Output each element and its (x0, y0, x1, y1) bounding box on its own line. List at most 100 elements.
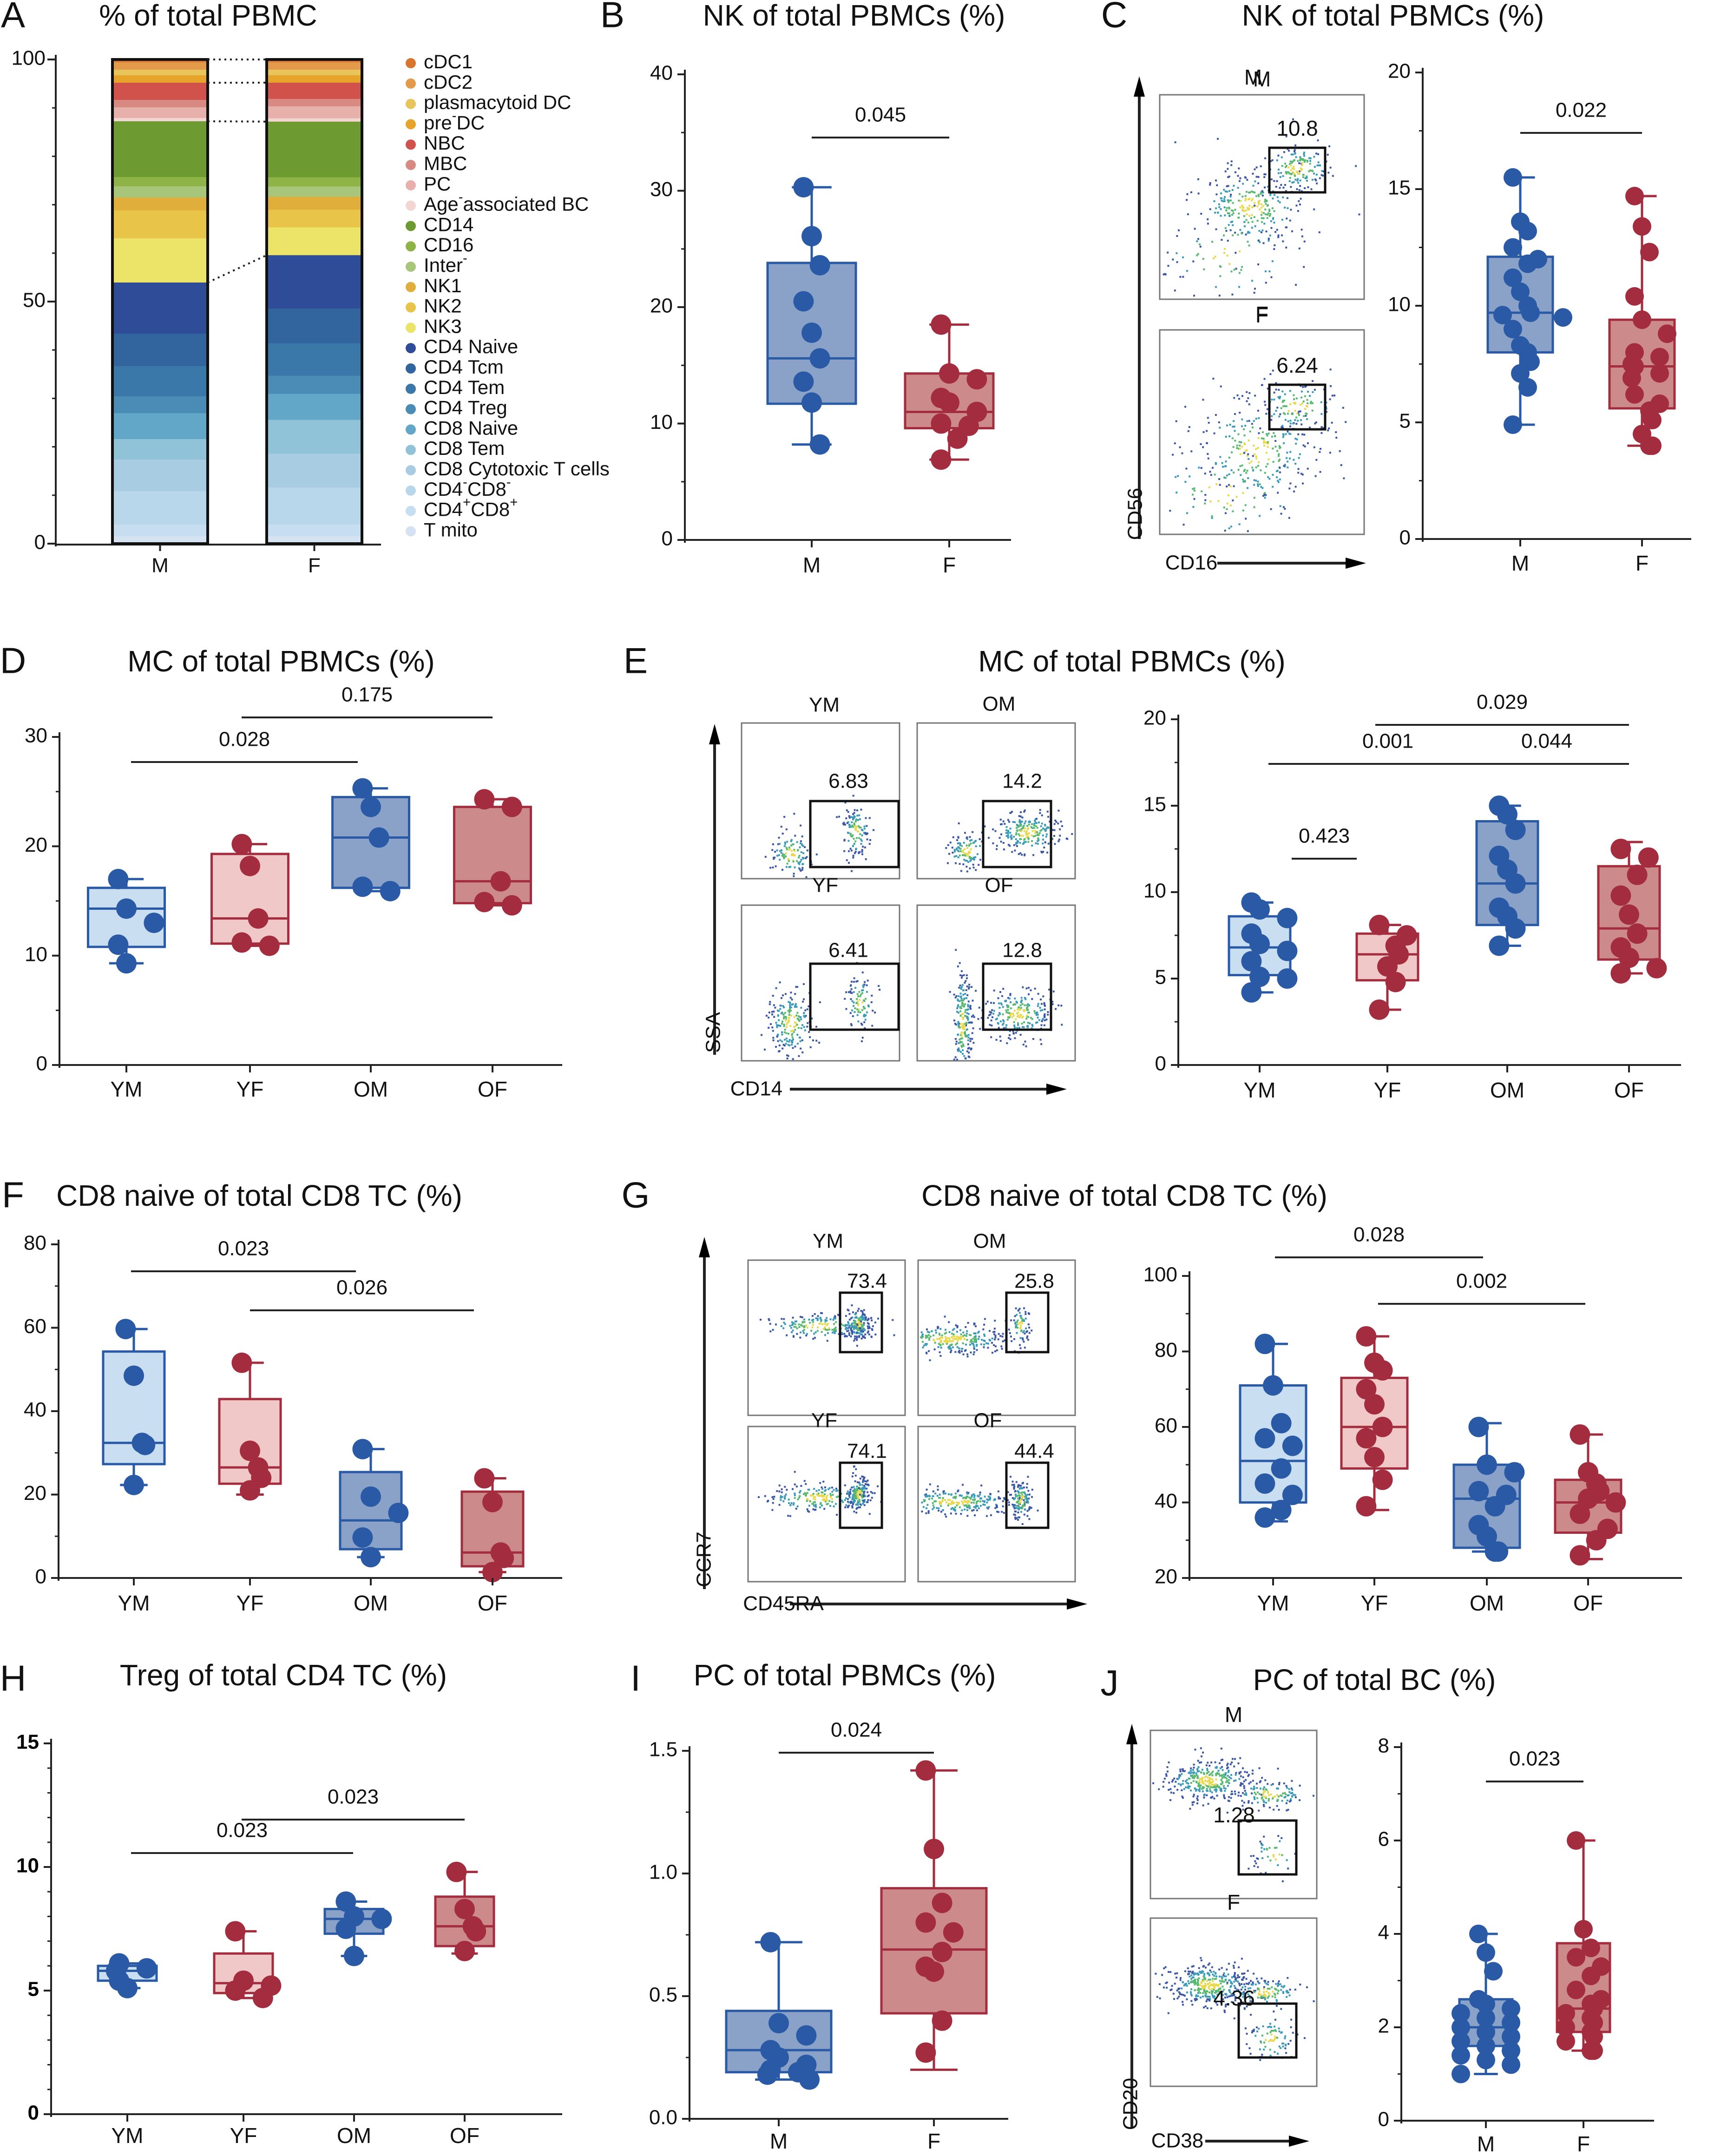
flow-dot (1302, 444, 1305, 447)
flow-dot (861, 971, 864, 973)
flow-dot (1016, 1321, 1018, 1323)
flow-dot (1226, 255, 1228, 257)
flow-dot (1215, 463, 1217, 465)
flow-dot (970, 1339, 972, 1341)
flow-dot (1278, 1795, 1280, 1798)
flow-dot (1024, 827, 1026, 829)
flow-dot (801, 1321, 804, 1324)
flow-dot (1177, 1783, 1180, 1785)
flow-dot (1213, 432, 1215, 434)
flow-dot (786, 1040, 788, 1042)
flow-dot (853, 1001, 855, 1004)
flow-dot (1223, 476, 1226, 479)
legend-label: NK2 (424, 295, 462, 317)
flow-dot (997, 997, 999, 999)
flow-dot (1295, 423, 1298, 425)
flow-dot (1019, 1347, 1022, 1349)
flow-dot (966, 1353, 969, 1355)
flow-e-yf-gate: 6.41 (828, 939, 868, 962)
flow-dot (1275, 382, 1277, 384)
flow-dot (808, 1318, 810, 1321)
flow-dot (855, 1508, 858, 1510)
flow-dot (1228, 1776, 1231, 1778)
flow-dot (1247, 221, 1249, 223)
flow-dot (970, 1008, 972, 1010)
flow-dot (1040, 1003, 1043, 1005)
legend-dot (406, 383, 416, 394)
flow-dot (856, 1332, 858, 1334)
flow-dot (1271, 207, 1274, 210)
flow-dot (874, 1334, 877, 1335)
flow-dot (799, 861, 801, 863)
flow-dot (1233, 184, 1235, 187)
flow-dot (1007, 997, 1009, 999)
flow-dot (780, 826, 782, 828)
data-point (1504, 268, 1522, 287)
flow-dot (1255, 1782, 1258, 1785)
flow-dot (1018, 1506, 1020, 1509)
flow-dot (993, 1010, 995, 1012)
flow-dot (1278, 460, 1280, 462)
flow-dot (926, 1504, 929, 1506)
flow-dot (1332, 175, 1334, 177)
flow-dot (1301, 168, 1303, 171)
flow-dot (790, 992, 792, 994)
flow-dot (1294, 149, 1296, 151)
flow-dot (1343, 477, 1345, 480)
flow-dot (1016, 845, 1018, 847)
flow-dot (863, 1013, 866, 1016)
flow-e-y-label: SSA (702, 1012, 725, 1053)
flow-dot (1028, 986, 1030, 989)
flow-dot (855, 1512, 858, 1514)
flow-dot (1216, 1794, 1218, 1797)
flow-dot (1257, 437, 1260, 439)
flow-dot (1268, 270, 1271, 273)
flow-dot (936, 1507, 938, 1509)
flow-dot (1293, 150, 1295, 152)
flow-dot (864, 1333, 867, 1335)
flow-dot (862, 986, 865, 988)
flow-dot (808, 1511, 810, 1513)
flow-dot (860, 843, 862, 845)
flow-dot (1019, 1501, 1021, 1504)
flow-dot (1261, 194, 1264, 197)
flow-dot (1288, 517, 1290, 519)
flow-dot (1166, 1770, 1169, 1773)
flow-dot (1256, 1797, 1258, 1799)
flow-dot (1048, 988, 1050, 991)
flow-dot (851, 992, 853, 994)
flow-dot (1309, 427, 1311, 429)
flow-dot (1017, 824, 1018, 827)
flow-dot (1239, 206, 1241, 209)
flow-dot (987, 1495, 990, 1498)
flow-dot (867, 1501, 869, 1503)
flow-dot (1015, 1481, 1018, 1483)
flow-dot (1028, 1493, 1031, 1496)
flow-dot (1281, 1837, 1283, 1839)
flow-dot (769, 1323, 771, 1325)
flow-dot (1265, 230, 1268, 233)
flow-dot (854, 1500, 856, 1502)
flow-dot (1026, 1483, 1028, 1485)
flow-dot (1234, 430, 1236, 432)
flow-dot (1242, 183, 1244, 185)
box-m (1486, 168, 1572, 434)
flow-dot (1028, 1498, 1030, 1500)
flow-dot (794, 993, 796, 995)
flow-dot (854, 852, 856, 855)
flow-dot (938, 1333, 940, 1335)
flow-dot (1044, 824, 1046, 826)
flow-dot (1288, 433, 1290, 435)
flow-dot (1313, 172, 1315, 175)
flow-dot (1240, 1795, 1242, 1797)
flow-dot (1259, 1840, 1261, 1843)
flow-dot (998, 837, 1001, 839)
legend-label: CD4 Treg (424, 397, 507, 419)
flow-dot (1319, 451, 1321, 453)
flow-dot (1023, 810, 1025, 813)
flow-dot (1269, 194, 1272, 196)
flow-dot (1270, 1793, 1272, 1795)
flow-dot (968, 1047, 970, 1049)
flow-dot (801, 835, 803, 838)
flow-dot (868, 817, 871, 819)
